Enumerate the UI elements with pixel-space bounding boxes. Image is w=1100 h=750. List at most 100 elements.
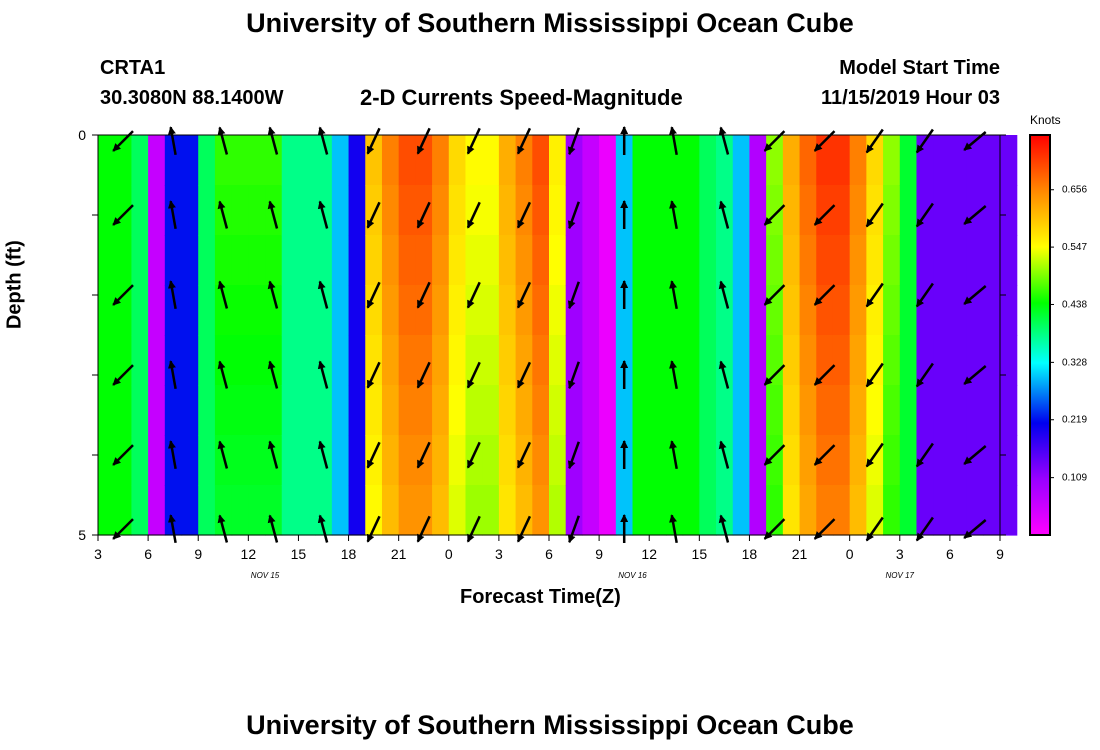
current-vector bbox=[167, 514, 177, 544]
heatmap-cell bbox=[949, 235, 968, 286]
heatmap-cell bbox=[966, 435, 984, 486]
heatmap-cell bbox=[832, 235, 851, 286]
heatmap-cell bbox=[883, 335, 901, 386]
colorbar: 0.109 0.219 0.328 0.438 0.547 0.656 bbox=[1029, 134, 1087, 536]
heatmap-cell bbox=[966, 385, 984, 436]
current-vector bbox=[669, 360, 678, 390]
heatmap-cell bbox=[1000, 185, 1018, 236]
current-vector bbox=[963, 445, 987, 465]
current-vector bbox=[167, 126, 177, 156]
heatmap-cell bbox=[1000, 285, 1018, 336]
date-label: NOV 15 bbox=[251, 571, 280, 580]
heatmap-cell bbox=[348, 335, 366, 386]
heatmap-cell bbox=[265, 385, 283, 436]
heatmap-cell bbox=[448, 385, 467, 436]
heatmap-cell bbox=[832, 285, 851, 336]
heatmap-cell bbox=[983, 135, 1001, 186]
heatmap-cell bbox=[732, 285, 751, 336]
heatmap-cell bbox=[381, 285, 400, 336]
current-vector bbox=[416, 515, 431, 543]
current-vector bbox=[466, 441, 481, 469]
heatmap-cell bbox=[933, 485, 951, 536]
heatmap-cell bbox=[632, 485, 650, 536]
heatmap-cell bbox=[983, 385, 1001, 436]
heatmap-cell bbox=[114, 435, 132, 486]
heatmap-cell bbox=[649, 135, 667, 186]
heatmap-cell bbox=[498, 435, 517, 486]
x-tick-label: 6 bbox=[144, 546, 152, 562]
heatmap-cell bbox=[799, 285, 817, 336]
x-tick-label: 18 bbox=[341, 546, 357, 562]
heatmap-cell bbox=[883, 435, 901, 486]
heatmap-cell bbox=[181, 285, 199, 336]
heatmap-cell bbox=[866, 285, 884, 336]
current-vector bbox=[267, 360, 279, 389]
heatmap-cell bbox=[415, 485, 433, 536]
heatmap-cell bbox=[916, 285, 934, 336]
current-vector bbox=[813, 444, 836, 466]
x-tick-label: 6 bbox=[946, 546, 954, 562]
heatmap-cell bbox=[966, 235, 984, 286]
current-vector bbox=[516, 441, 532, 469]
heatmap-cell bbox=[916, 185, 934, 236]
heatmap-cell bbox=[348, 185, 366, 236]
heatmap-cell bbox=[298, 135, 316, 186]
heatmap-cell bbox=[131, 385, 149, 436]
current-vector bbox=[267, 126, 279, 155]
heatmap-cell bbox=[214, 135, 233, 186]
current-vector bbox=[466, 281, 481, 309]
heatmap-cell bbox=[348, 135, 366, 186]
heatmap-cell bbox=[916, 385, 934, 436]
current-vector bbox=[718, 360, 730, 389]
heatmap-cell bbox=[148, 185, 166, 236]
current-vector bbox=[112, 444, 134, 466]
current-vector bbox=[317, 360, 329, 389]
heatmap-cell bbox=[599, 485, 617, 536]
heatmap-cell bbox=[565, 435, 583, 486]
heatmap-cell bbox=[381, 235, 400, 286]
heatmap-cell bbox=[732, 335, 751, 386]
heatmap-cell bbox=[281, 485, 300, 536]
date-label: NOV 16 bbox=[618, 571, 647, 580]
heatmap-cell bbox=[649, 435, 667, 486]
heatmap-cell bbox=[114, 285, 132, 336]
heatmap-cell bbox=[432, 135, 450, 186]
heatmap-cell bbox=[933, 285, 951, 336]
heatmap-cell bbox=[181, 235, 199, 286]
current-vector bbox=[865, 362, 884, 388]
heatmap-cell bbox=[766, 235, 784, 286]
heatmap-cell bbox=[699, 285, 717, 336]
heatmap-cell bbox=[1000, 435, 1018, 486]
heatmap-cell bbox=[649, 235, 667, 286]
station-coords: 30.3080N 88.1400W bbox=[100, 87, 284, 109]
heatmap-cell bbox=[98, 435, 116, 486]
station-id: CRTA1 bbox=[100, 57, 166, 79]
heatmap-cell bbox=[716, 135, 734, 186]
heatmap-cell bbox=[365, 385, 383, 436]
heatmap-cell bbox=[682, 285, 700, 336]
heatmap-cell bbox=[749, 185, 767, 236]
current-vector bbox=[718, 440, 730, 469]
heatmap-cell bbox=[749, 485, 767, 536]
heatmap-cell bbox=[766, 385, 784, 436]
heatmap-cell bbox=[699, 485, 717, 536]
colorbar-tick-label: 0.109 bbox=[1062, 473, 1087, 484]
heatmap-cell bbox=[732, 235, 751, 286]
heatmap-cell bbox=[599, 435, 617, 486]
heatmap-cell bbox=[331, 435, 350, 486]
current-vector bbox=[567, 361, 580, 390]
heatmap-cell bbox=[498, 485, 517, 536]
heatmap-cell bbox=[315, 285, 333, 336]
heatmap-cell bbox=[181, 335, 199, 386]
current-vector bbox=[567, 441, 580, 470]
model-start-value: 11/15/2019 Hour 03 bbox=[820, 87, 1000, 109]
heatmap-cell bbox=[782, 235, 801, 286]
current-vector bbox=[112, 130, 134, 152]
current-vector bbox=[516, 201, 532, 229]
heatmap-cell bbox=[532, 335, 550, 386]
heatmap-cell bbox=[699, 185, 717, 236]
heatmap-cell bbox=[699, 135, 717, 186]
heatmap-cell bbox=[398, 185, 416, 236]
heatmap-cell bbox=[448, 285, 467, 336]
x-tick-label: 15 bbox=[291, 546, 307, 562]
